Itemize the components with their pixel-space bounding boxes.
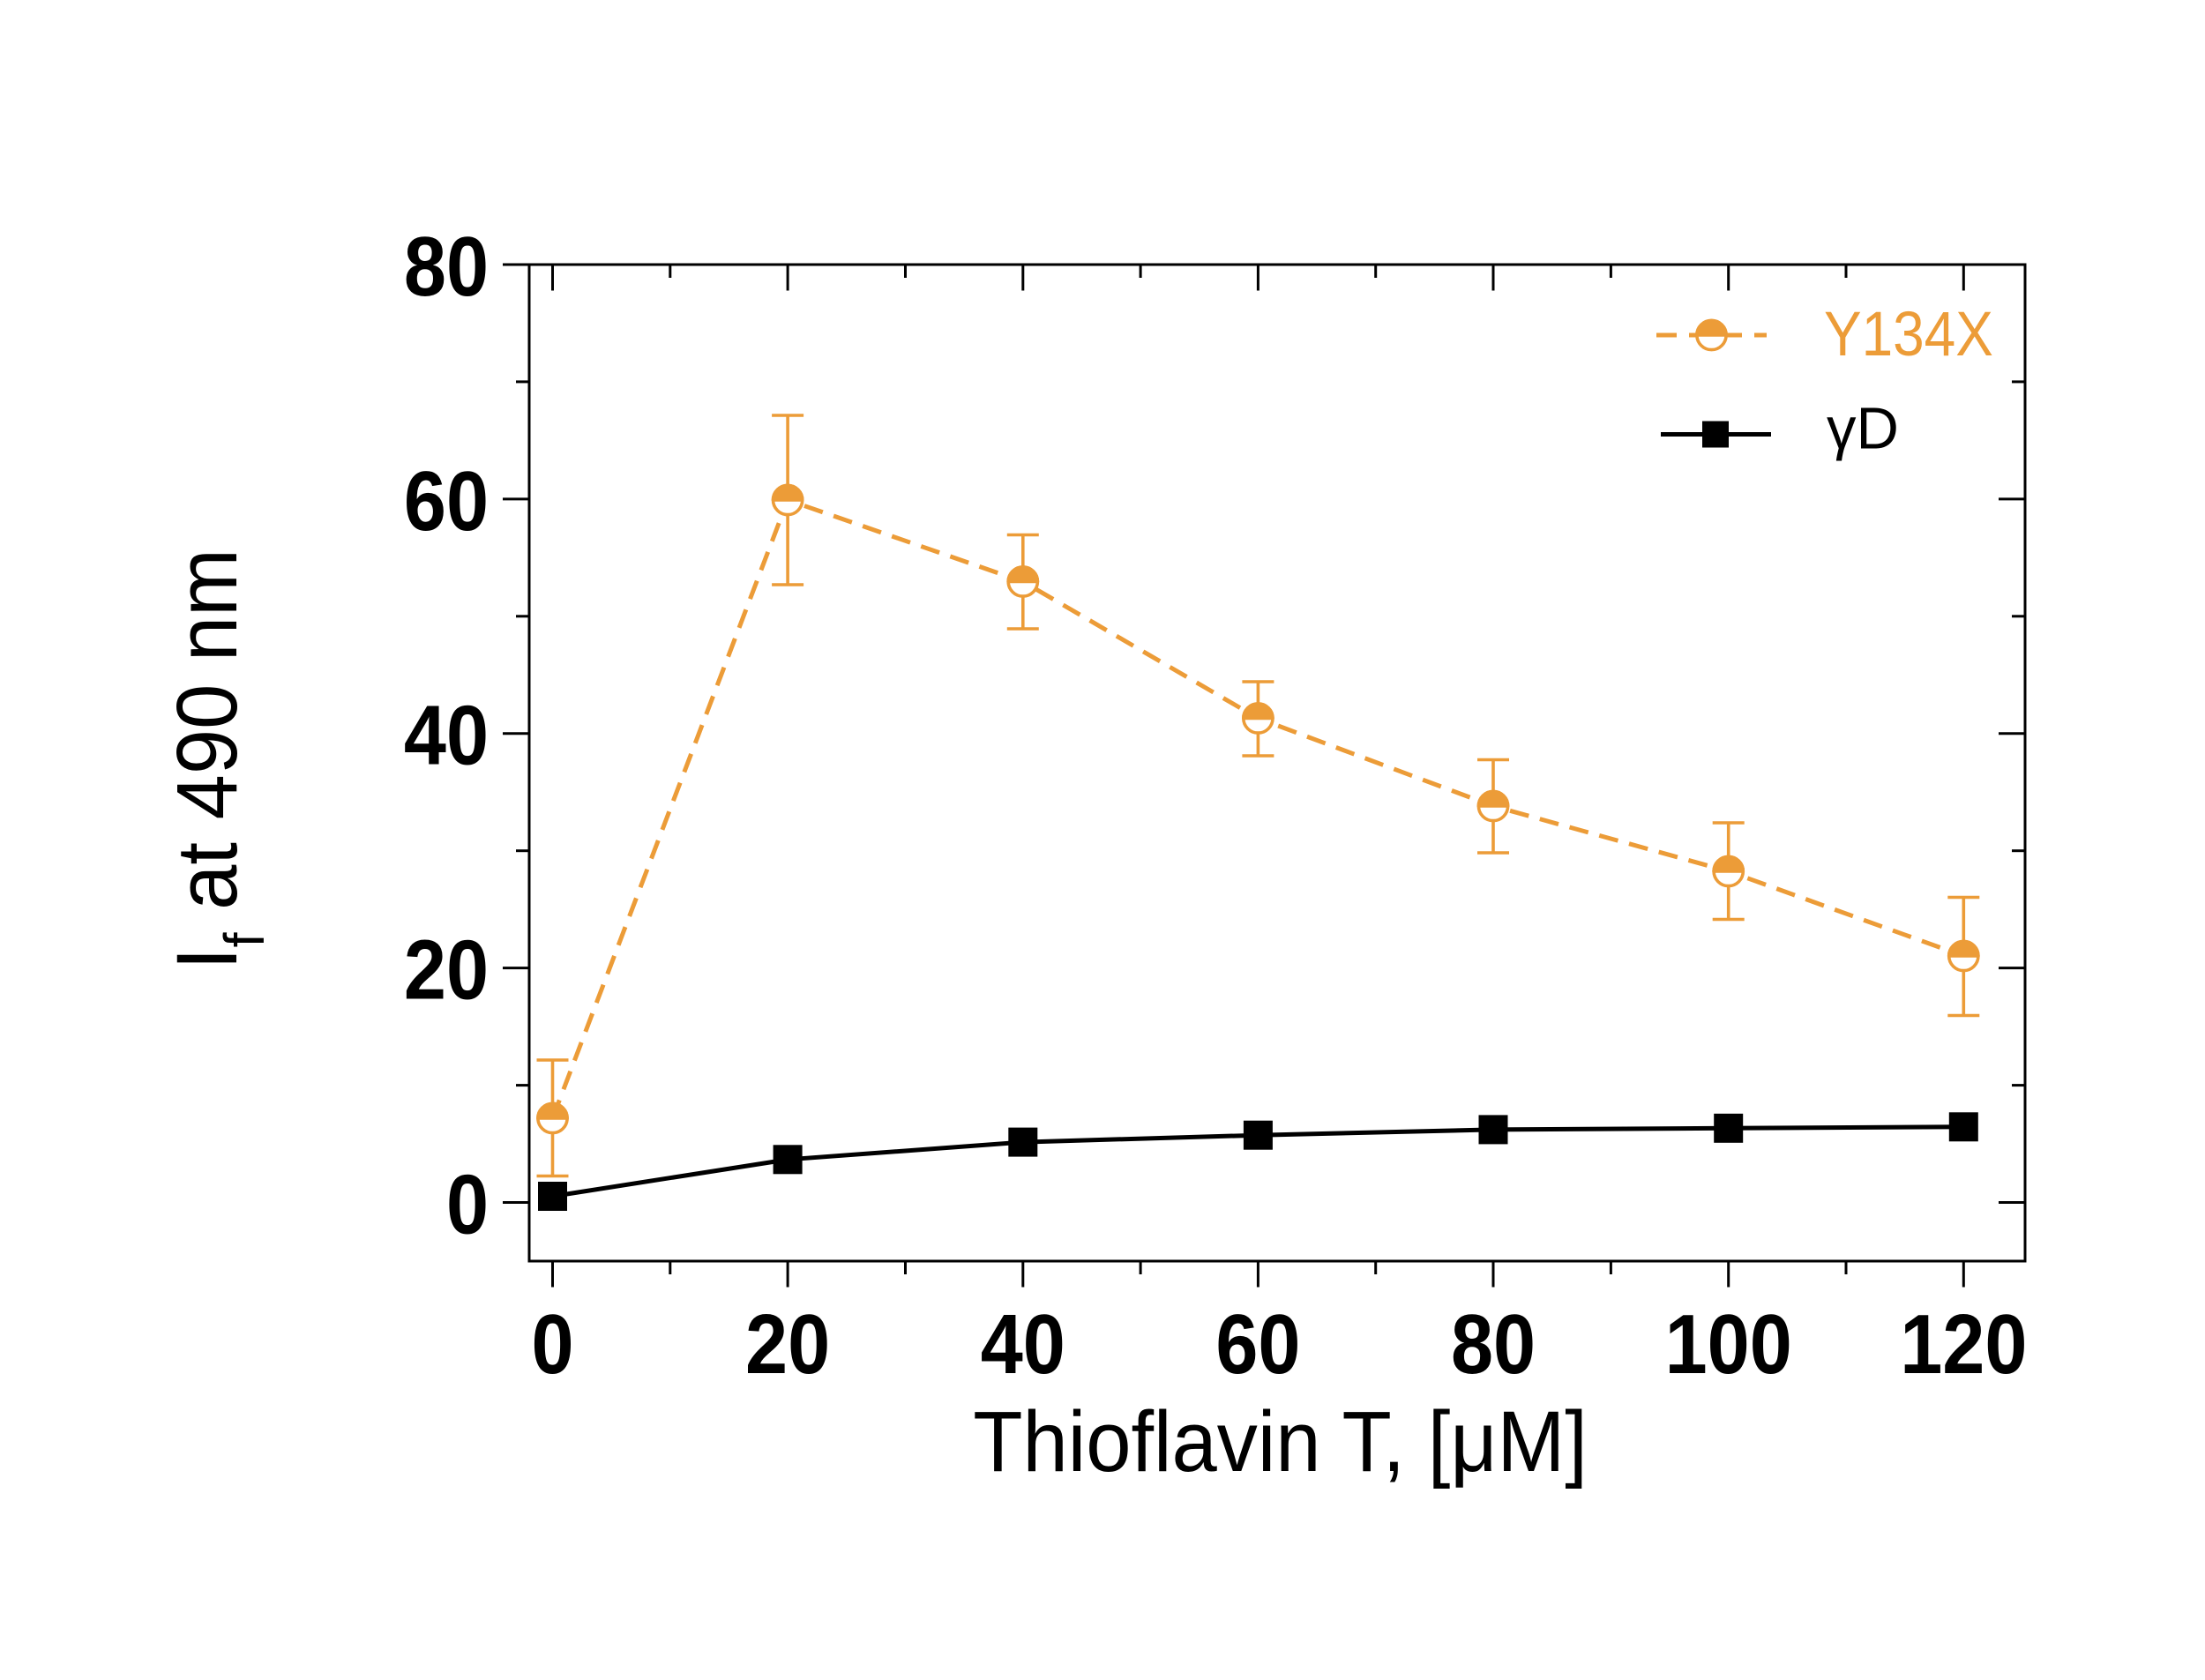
svg-text:Thioflavin T, [μM]: Thioflavin T, [μM] — [973, 1394, 1588, 1490]
svg-text:0: 0 — [531, 1297, 573, 1392]
svg-text:If at 490 nm: If at 490 nm — [160, 549, 277, 970]
svg-text:0: 0 — [446, 1157, 489, 1251]
svg-text:100: 100 — [1665, 1297, 1792, 1392]
svg-text:40: 40 — [404, 689, 489, 783]
svg-text:Y134X: Y134X — [1824, 300, 1993, 370]
svg-text:120: 120 — [1900, 1297, 2027, 1392]
svg-text:40: 40 — [981, 1297, 1065, 1392]
svg-text:20: 20 — [745, 1297, 830, 1392]
svg-text:60: 60 — [1215, 1297, 1300, 1392]
svg-text:80: 80 — [404, 220, 489, 314]
svg-text:20: 20 — [404, 922, 489, 1017]
svg-text:80: 80 — [1451, 1297, 1536, 1392]
svg-text:60: 60 — [404, 454, 489, 549]
svg-text:γD: γD — [1827, 396, 1899, 462]
